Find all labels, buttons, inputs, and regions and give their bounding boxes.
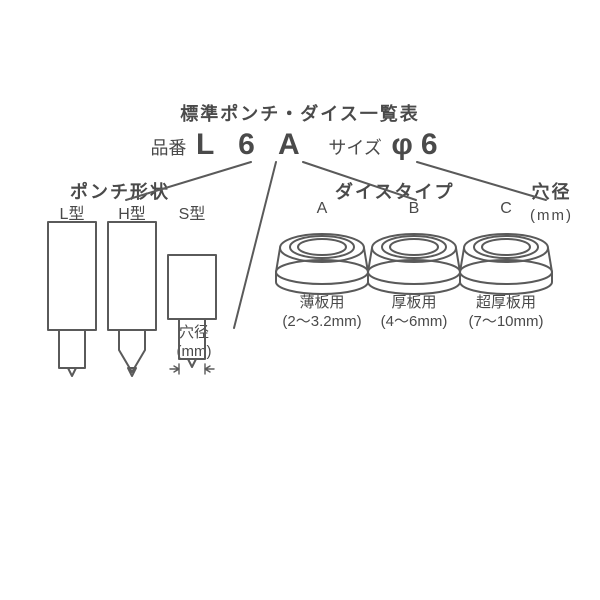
- die-B-icon: [368, 234, 460, 294]
- punch-L-icon: [48, 222, 96, 376]
- die-C-icon: [460, 234, 552, 294]
- punch-S-icon: [168, 255, 216, 374]
- punch-H-icon: [108, 222, 156, 376]
- die-A-icon: [276, 234, 368, 294]
- diagram-svg: [0, 0, 600, 600]
